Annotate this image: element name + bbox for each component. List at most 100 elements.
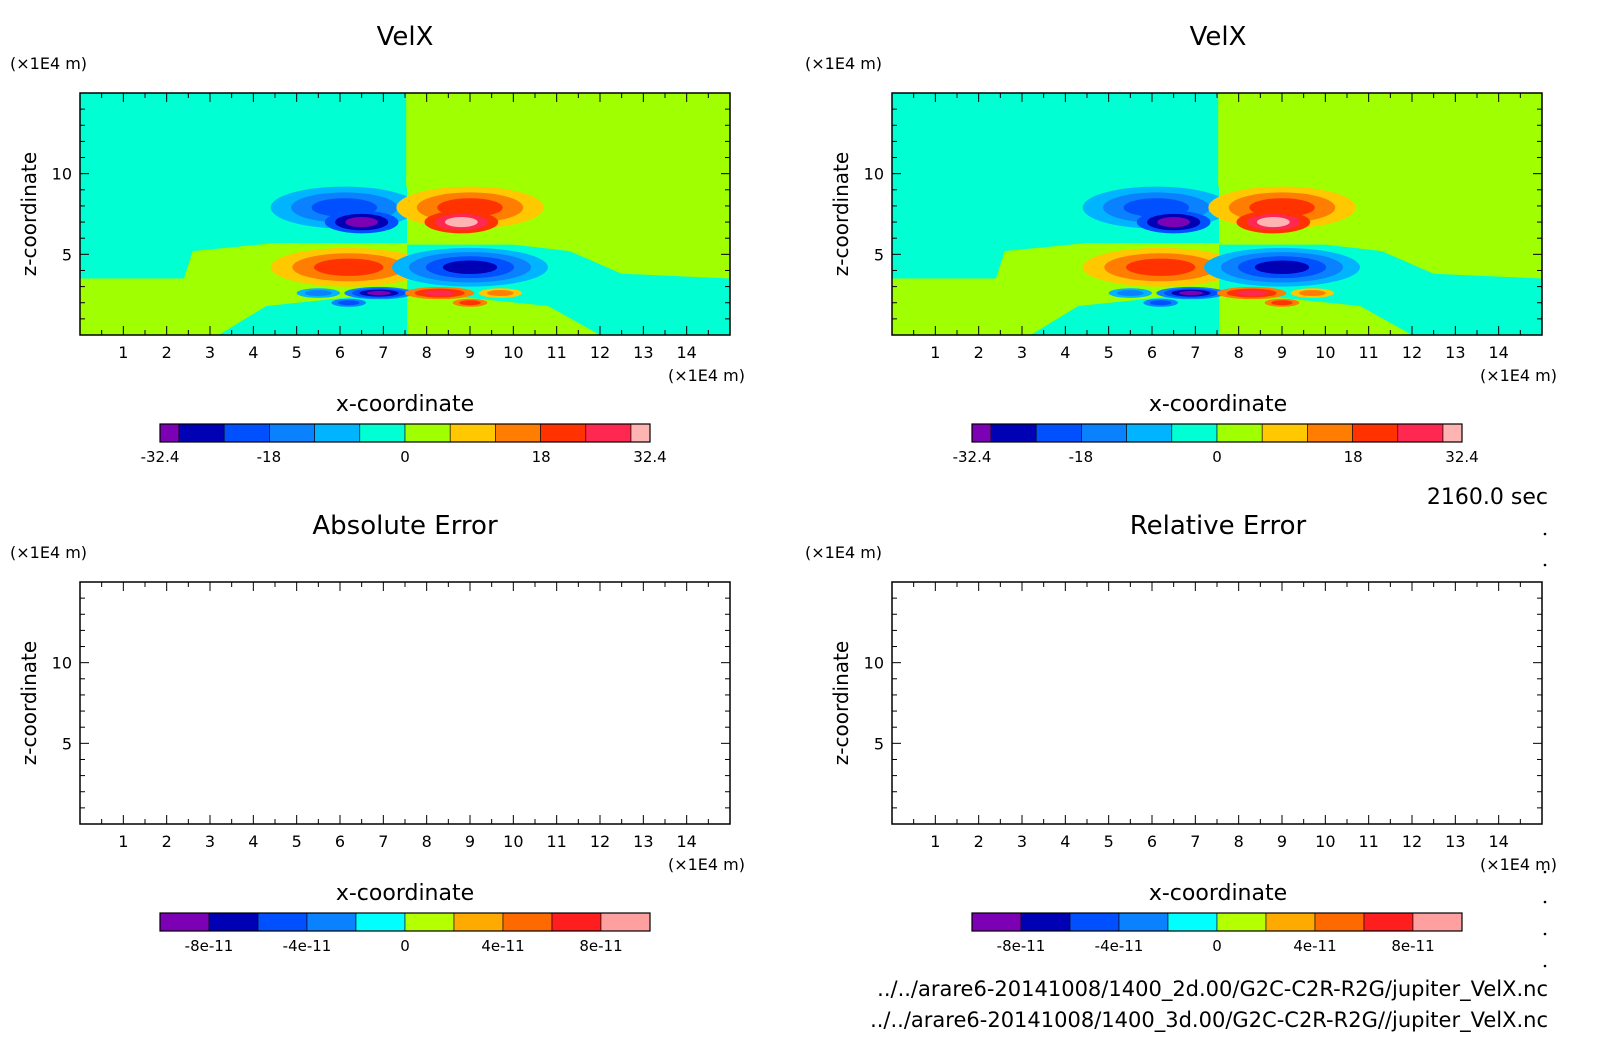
colorbar-swatch (502, 912, 553, 932)
center-seam (1218, 93, 1221, 187)
colorbar-swatch (1314, 912, 1365, 932)
middle-positive-contour (1126, 258, 1196, 276)
colorbar: -32.4 -18 0 18 32.4 (141, 423, 667, 466)
y-axis-title: z-coordinate (17, 152, 41, 276)
lower-negative-cell (366, 290, 392, 296)
velx-panel-right: VelX (×1E4 m) (×1E4 m) x-coordinate z-co… (805, 22, 1557, 466)
dot-marker (1543, 932, 1547, 936)
dot-marker (1543, 900, 1547, 904)
x-tick-label: 5 (292, 832, 302, 851)
y-tick-label: 10 (864, 654, 884, 673)
colorbar-tick-label: 0 (400, 937, 410, 955)
colorbar-swatch (585, 423, 632, 443)
colorbar-tick-label: -32.4 (953, 448, 992, 466)
colorbar-swatch (178, 423, 225, 443)
dot-marker (1543, 532, 1547, 536)
y-unit-label: (×1E4 m) (805, 54, 882, 73)
x-tick-label: 8 (422, 343, 432, 362)
x-axis-title: x-coordinate (1149, 392, 1287, 417)
x-tick-label: 11 (546, 343, 566, 362)
empty-field (80, 582, 730, 824)
x-tick-label: 6 (1147, 343, 1157, 362)
colorbar-tick-label: 0 (1212, 448, 1222, 466)
colorbar-tick-label: 8e-11 (1391, 937, 1434, 955)
y-unit-label: (×1E4 m) (10, 543, 87, 562)
file-path-1: ../../arare6-20141008/1400_2d.00/G2C-C2R… (877, 977, 1548, 1002)
y-tick-label: 10 (52, 165, 72, 184)
lower-negative-cell (1178, 290, 1204, 296)
colorbar-swatch (404, 912, 455, 932)
x-tick-label: 13 (1445, 343, 1465, 362)
upper-negative-core (345, 217, 379, 228)
colorbar-swatch (1167, 912, 1218, 932)
x-tick-label: 11 (546, 832, 566, 851)
x-tick-label: 7 (378, 343, 388, 362)
x-tick-label: 4 (248, 343, 258, 362)
x-tick-label: 12 (1402, 343, 1422, 362)
colorbar-swatch (1216, 423, 1263, 443)
y-axis-title: z-coordinate (829, 641, 853, 765)
x-tick-label: 6 (1147, 832, 1157, 851)
y-tick-label: 5 (62, 734, 72, 753)
x-tick-label: 1 (118, 832, 128, 851)
colorbar-tick-label: -4e-11 (283, 937, 332, 955)
x-tick-label: 8 (1234, 832, 1244, 851)
colorbar-swatch (1307, 423, 1353, 443)
y-unit-label: (×1E4 m) (805, 543, 882, 562)
x-tick-label: 10 (503, 832, 523, 851)
upper-negative-core (1157, 217, 1191, 228)
x-tick-label: 10 (1315, 343, 1335, 362)
colorbar-swatch (1216, 912, 1267, 932)
x-tick-label: 2 (974, 343, 984, 362)
velx-panel-left: VelX (×1E4 m) (×1E4 m) x-coordinate z-co… (10, 22, 745, 466)
middle-positive-contour (314, 258, 384, 276)
x-tick-label: 5 (292, 343, 302, 362)
small-negative-cell (305, 290, 332, 297)
colorbar-tick-label: -18 (1069, 448, 1094, 466)
colorbar-tick-label: -8e-11 (185, 937, 234, 955)
y-tick-label: 10 (52, 654, 72, 673)
small-negative-cell (1150, 300, 1172, 306)
contour-field (892, 93, 1542, 335)
colorbar-swatch (449, 423, 496, 443)
x-tick-label: 2 (162, 343, 172, 362)
y-tick-label: 10 (864, 165, 884, 184)
middle-negative-contour (442, 260, 498, 274)
empty-field (892, 582, 1542, 824)
colorbar-border (159, 423, 651, 443)
y-axis-title: z-coordinate (17, 641, 41, 765)
colorbar-tick-label: 32.4 (633, 448, 666, 466)
x-tick-label: 12 (590, 343, 610, 362)
x-axis-title: x-coordinate (336, 881, 474, 906)
colorbar-swatch (223, 423, 270, 443)
colorbar-swatch (495, 423, 541, 443)
colorbar-swatch (1118, 912, 1169, 932)
colorbar-tick-label: 32.4 (1445, 448, 1478, 466)
x-tick-label: 14 (676, 832, 696, 851)
colorbar-swatch (159, 912, 210, 932)
x-tick-label: 10 (1315, 832, 1335, 851)
colorbar-swatch (1261, 423, 1308, 443)
center-seam (406, 93, 409, 187)
colorbar-swatch (600, 912, 651, 932)
colorbar-tick-label: 4e-11 (481, 937, 524, 955)
colorbar-tick-label: -8e-11 (997, 937, 1046, 955)
colorbar-swatch (1171, 423, 1218, 443)
colorbar-swatch (990, 423, 1037, 443)
x-tick-label: 14 (676, 343, 696, 362)
y-unit-label: (×1E4 m) (10, 54, 87, 73)
x-tick-label: 7 (378, 832, 388, 851)
colorbar-swatch (1126, 423, 1173, 443)
colorbar-tick-label: 18 (1344, 448, 1363, 466)
x-tick-label: 11 (1358, 343, 1378, 362)
colorbar-swatch (971, 912, 1022, 932)
small-positive-cell (1299, 290, 1326, 297)
x-tick-label: 9 (465, 832, 475, 851)
dot-marker (1543, 870, 1547, 874)
panel-title: VelX (377, 22, 434, 52)
colorbar-swatch (159, 423, 180, 443)
